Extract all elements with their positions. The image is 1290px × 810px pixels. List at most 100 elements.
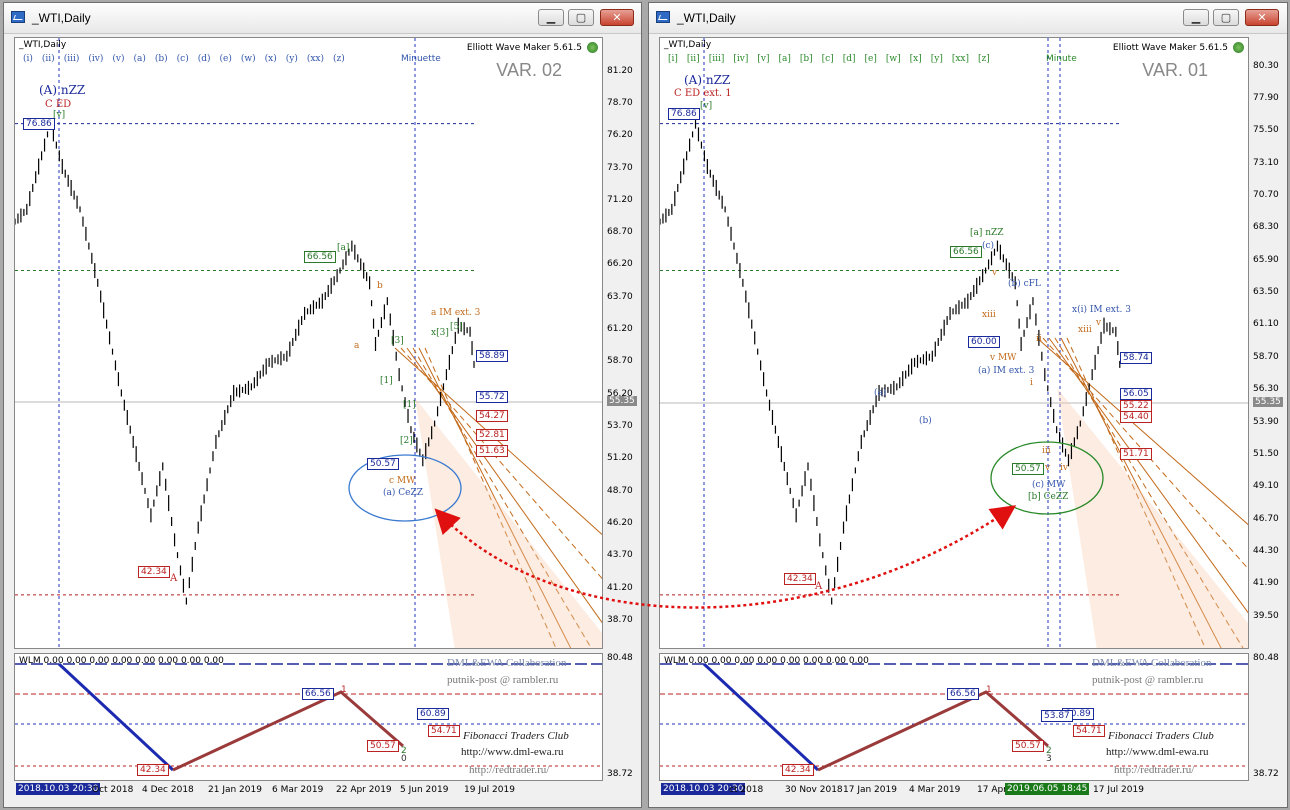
wave-degree-button[interactable]: [e] (864, 54, 877, 64)
wave-degree-button[interactable]: [iv] (733, 54, 749, 64)
wave-degree-button[interactable]: (i) (23, 54, 33, 64)
time-scale-tick: 5 Jun 2019 (400, 785, 449, 795)
indicator-pane[interactable]: WLM 0.00 0.00 0.00 0.00 0.00 0.00 0.00 0… (659, 653, 1249, 781)
wave-degree-button[interactable]: [d] (842, 54, 856, 64)
wave-selector-row[interactable]: (i) (ii) (iii) (iv) (v) (a) (b) (c) (d) (e) (w) (x)… (23, 54, 354, 64)
wave-degree-button[interactable]: [z] (978, 54, 990, 64)
indicator-value-box: 66.56 (947, 688, 979, 700)
indicator-pane[interactable]: WLM 0.00 0.00 0.00 0.00 0.00 0.00 0.00 0… (14, 653, 603, 781)
wave-selector-row[interactable]: [i] [ii] [iii] [iv] [v] [a] [b] [c] [d] [e] [w] [x]… (668, 54, 999, 64)
credit-text[interactable]: http://www.dml-ewa.ru (1106, 746, 1209, 758)
wave-degree-button[interactable]: (a) (133, 54, 146, 64)
indicator-wave-mark: 1 (341, 685, 347, 695)
wave-degree-button[interactable]: [v] (757, 54, 770, 64)
price-level-box: 52.81 (476, 429, 508, 441)
wave-degree-button[interactable]: (b) (154, 54, 168, 64)
wave-degree-button[interactable]: [i] (668, 54, 678, 64)
wave-degree-button[interactable]: [ii] (686, 54, 700, 64)
wave-degree-label[interactable]: Minute (1046, 54, 1077, 64)
wave-degree-button[interactable]: [xx] (951, 54, 970, 64)
close-button[interactable]: ✕ (1245, 9, 1279, 26)
wave-degree-button[interactable]: [b] (799, 54, 813, 64)
wave-annotation: xiii (982, 310, 996, 320)
indicator-scale: 80.48 38.72 (605, 653, 641, 781)
price-scale[interactable]: 81.20 78.70 76.20 73.70 71.20 68.70 66.20 63.70… (605, 37, 641, 649)
wave-degree-button[interactable]: [y] (930, 54, 943, 64)
wave-degree-button[interactable]: (xx) (306, 54, 325, 64)
wave-degree-button[interactable]: (iii) (63, 54, 80, 64)
price-level-box: 54.40 (1120, 411, 1152, 423)
current-price-tag: 55.35 (607, 396, 637, 406)
wave-degree-button[interactable]: (v) (112, 54, 125, 64)
maximize-button[interactable]: ▢ (1213, 9, 1239, 26)
time-scale-tick: 30 Nov 2018 (785, 785, 843, 795)
price-level-box: 76.86 (668, 108, 700, 120)
wave-annotation: (b) (919, 416, 932, 426)
chart-window-var02[interactable]: _WTI,Daily ▁ ▢ ✕ _WTI,Daily Elliott Wave… (3, 2, 642, 808)
wave-degree-button[interactable]: [iii] (708, 54, 725, 64)
indicator-wave-line (702, 662, 820, 772)
price-level-box: 55.72 (476, 391, 508, 403)
window-titlebar[interactable]: _WTI,Daily ▁ ▢ ✕ (649, 3, 1287, 34)
main-price-pane[interactable]: _WTI,Daily Elliott Wave Maker 5.61.5 VAR… (14, 37, 603, 649)
chart-app-icon (11, 11, 25, 23)
indicator-value-box: 60.89 (417, 708, 449, 720)
wave-annotation: b (377, 281, 383, 291)
chart-window-var01[interactable]: _WTI,Daily ▁ ▢ ✕ _WTI,Daily Elliott Wave… (648, 2, 1288, 808)
wave-annotation: (A) nZZ (39, 83, 86, 97)
wave-annotation: [1] (380, 376, 393, 386)
wave-degree-button[interactable]: [c] (821, 54, 834, 64)
indicator-label: WLM 0.00 0.00 0.00 0.00 0.00 0.00 0.00 0… (19, 656, 224, 666)
indicator-scale-tick: 80.48 (1253, 653, 1279, 663)
wave-degree-button[interactable]: (z) (333, 54, 345, 64)
wave-degree-button[interactable]: [a] (778, 54, 791, 64)
credit-text[interactable]: http://redtrader.ru/ (469, 764, 550, 776)
wave-degree-button[interactable]: (x) (264, 54, 277, 64)
time-scale-tick: 22 Apr 2019 (336, 785, 392, 795)
wave-degree-button[interactable]: (y) (285, 54, 298, 64)
wave-degree-button[interactable]: (w) (240, 54, 256, 64)
main-price-pane[interactable]: _WTI,Daily Elliott Wave Maker 5.61.5 VAR… (659, 37, 1249, 649)
price-scale-tick: 81.20 (607, 66, 633, 76)
wave-degree-button[interactable]: (c) (176, 54, 189, 64)
price-scale-tick: 43.70 (607, 550, 633, 560)
window-titlebar[interactable]: _WTI,Daily ▁ ▢ ✕ (4, 3, 641, 34)
credit-text[interactable]: http://www.dml-ewa.ru (461, 746, 564, 758)
indicator-wave-mark: 1 (986, 685, 992, 695)
wave-degree-button[interactable]: [w] (885, 54, 901, 64)
price-level-box: 51.71 (1120, 448, 1152, 460)
wave-degree-button[interactable]: (ii) (41, 54, 55, 64)
wave-degree-button[interactable]: (d) (197, 54, 211, 64)
price-scale[interactable]: 80.30 77.90 75.50 73.10 70.70 68.30 65.90 63.50… (1251, 37, 1287, 649)
price-scale-tick: 41.20 (607, 583, 633, 593)
wave-annotation: a (354, 341, 360, 351)
price-scale-tick: 61.20 (607, 324, 633, 334)
price-level-box: 54.27 (476, 410, 508, 422)
wave-annotation: (A) nZZ (684, 73, 731, 87)
price-level-box: 66.56 (950, 246, 982, 258)
current-price-tag: 55.35 (1253, 397, 1283, 407)
wave-degree-button[interactable]: (e) (219, 54, 232, 64)
price-level-box: 56.05 (1120, 388, 1152, 400)
fib-fan-area (415, 398, 602, 648)
indicator-wave-line (57, 662, 175, 772)
fib-fan-line (424, 347, 557, 648)
close-button[interactable]: ✕ (600, 9, 634, 26)
indicator-scale-tick: 38.72 (1253, 769, 1279, 779)
wave-degree-button[interactable]: (iv) (88, 54, 104, 64)
price-scale-tick: 53.90 (1253, 417, 1279, 427)
time-scale[interactable]: 2018.10.03 20:30 Oct 2018 4 Dec 2018 21 Jan… (14, 782, 603, 800)
minimize-button[interactable]: ▁ (538, 9, 564, 26)
wave-degree-button[interactable]: [x] (909, 54, 922, 64)
price-level-box: 51.63 (476, 445, 508, 457)
wave-degree-label[interactable]: Minuette (401, 54, 441, 64)
maximize-button[interactable]: ▢ (568, 9, 594, 26)
price-scale-tick: 65.90 (1253, 255, 1279, 265)
indicator-scale-tick: 80.48 (607, 653, 633, 663)
indicator-value-box: 50.57 (1012, 740, 1044, 752)
indicator-value-box: 42.34 (137, 764, 169, 776)
time-scale[interactable]: 2018.10.03 20:30 ct 2018 30 Nov 2018 17 Jan… (659, 782, 1249, 800)
credit-text[interactable]: http://redtrader.ru/ (1114, 764, 1195, 776)
price-scale-tick: 80.30 (1253, 61, 1279, 71)
minimize-button[interactable]: ▁ (1183, 9, 1209, 26)
